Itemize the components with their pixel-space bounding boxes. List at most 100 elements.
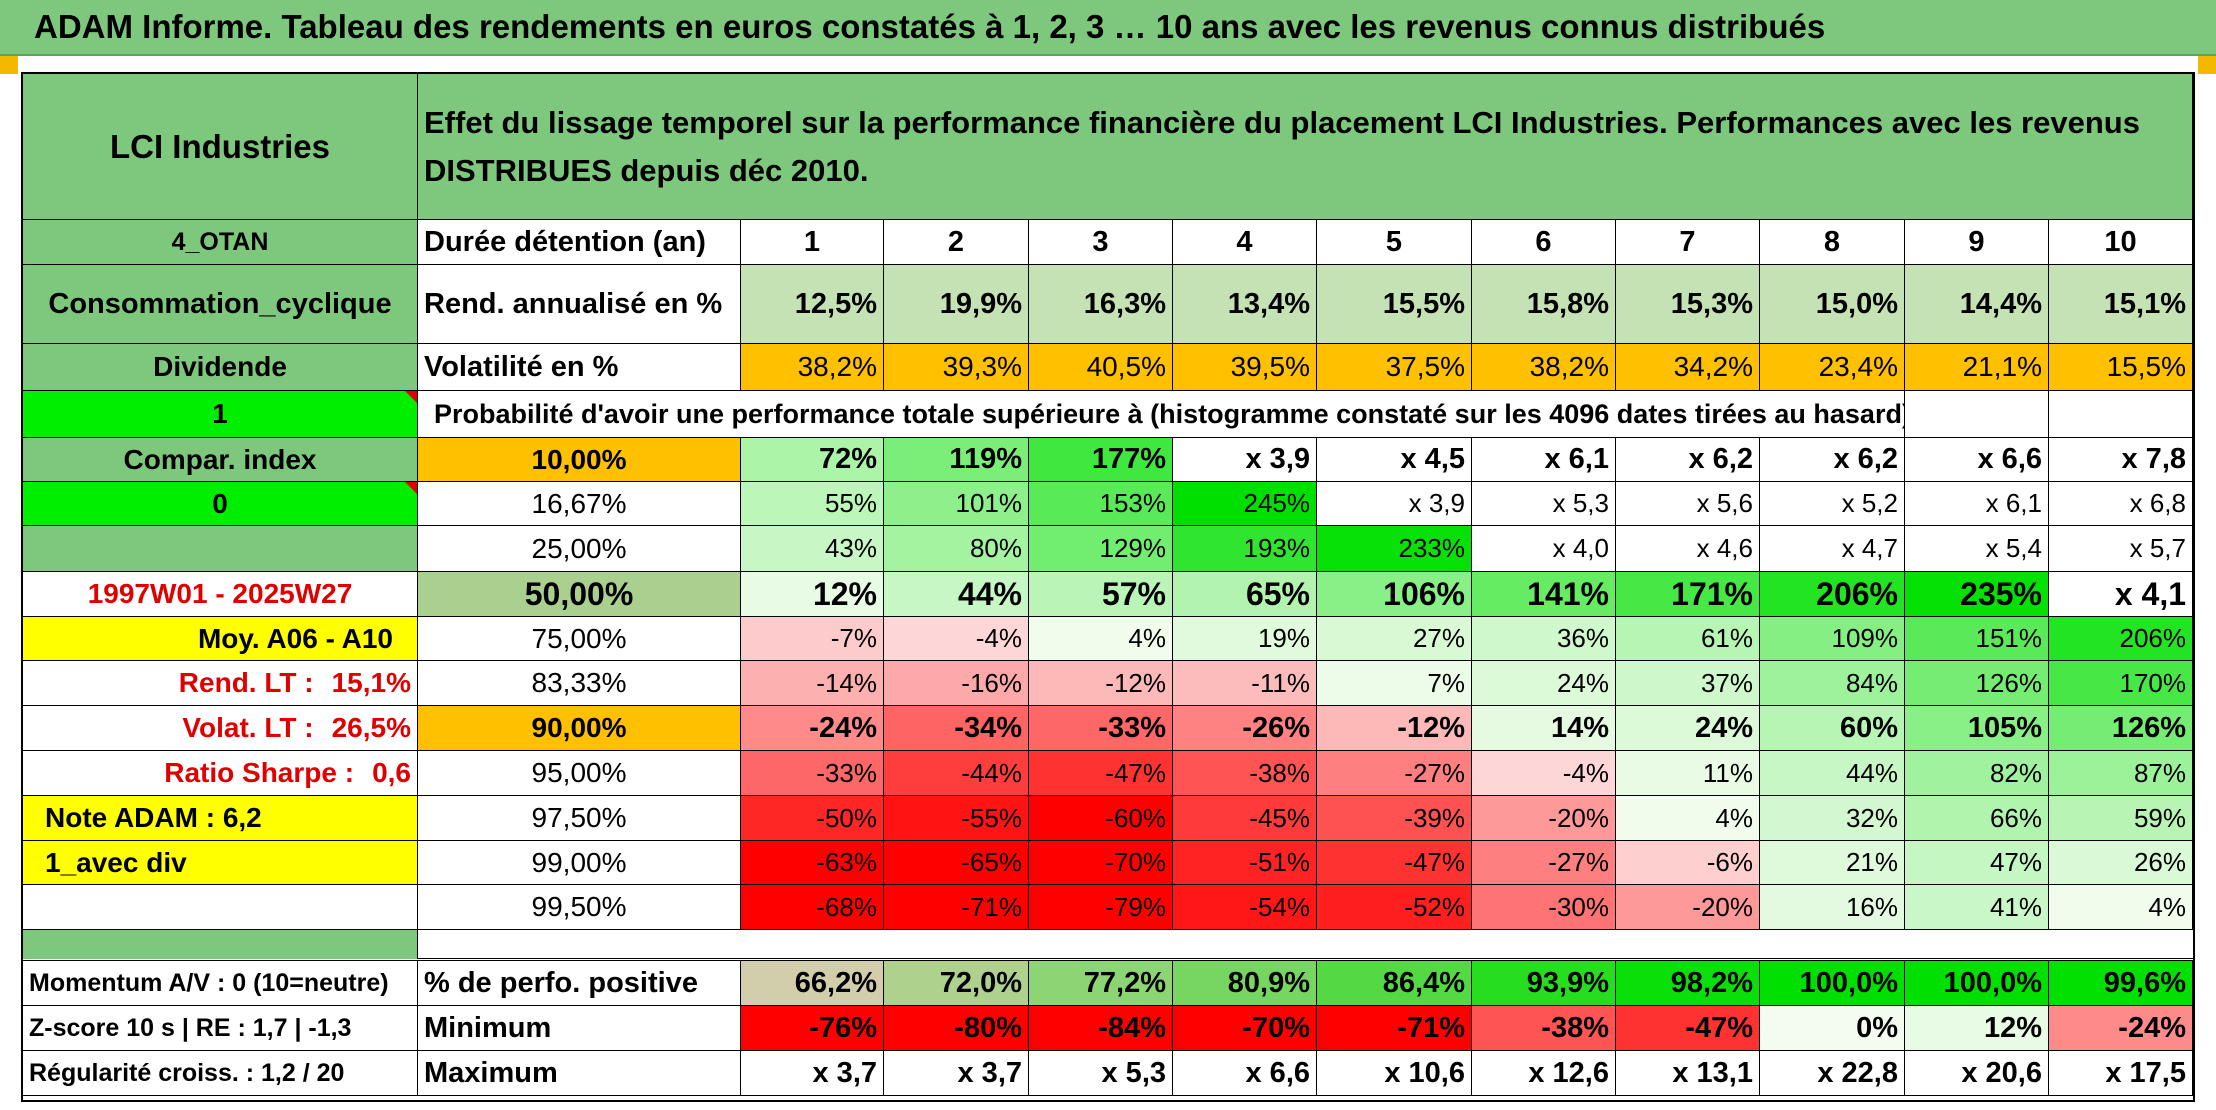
company-name: LCI Industries <box>23 74 418 220</box>
performance-value: x 6,6 <box>1905 438 2049 482</box>
summary-value: 93,9% <box>1472 961 1616 1006</box>
performance-value-text: -11% <box>1251 667 1310 698</box>
year-header-4-text: 4 <box>1236 225 1253 258</box>
performance-value: x 6,8 <box>2049 482 2193 526</box>
performance-value: -44% <box>884 751 1029 796</box>
rend-value-text: 15,1% <box>2103 287 2186 320</box>
performance-value-text: -33% <box>1098 711 1166 744</box>
performance-value: -7% <box>741 617 884 661</box>
summary-value: 0% <box>1760 1006 1905 1051</box>
regularite-info-text: Régularité croiss. : 1,2 / 20 <box>29 1058 345 1087</box>
performance-value: x 4,7 <box>1760 526 1905 572</box>
summary-value: 66,2% <box>741 961 884 1006</box>
summary-value-text: 72,0% <box>939 966 1022 999</box>
performance-value-text: 206% <box>2119 623 2187 653</box>
performance-value-text: 101% <box>955 488 1023 518</box>
performance-value-text: -30% <box>1548 891 1609 922</box>
dividend-mode: 1_avec div <box>23 841 418 885</box>
performance-value: -54% <box>1173 885 1317 930</box>
year-header-7: 7 <box>1616 220 1760 265</box>
performance-value: -30% <box>1472 885 1616 930</box>
year-header-6: 6 <box>1472 220 1616 265</box>
probability-threshold: 99,00% <box>418 841 741 885</box>
performance-value-text: 129% <box>1099 533 1167 563</box>
performance-value-text: 24% <box>1694 711 1753 744</box>
performance-value-text: -20% <box>1548 802 1609 833</box>
performance-value: -4% <box>884 617 1029 661</box>
summary-label-text: % de perfo. positive <box>424 966 698 999</box>
performance-value-text: -34% <box>954 711 1022 744</box>
performance-value: x 3,9 <box>1317 482 1472 526</box>
vol-value-text: 40,5% <box>1086 351 1166 382</box>
performance-value: 24% <box>1616 706 1760 751</box>
period-range-text: 1997W01 - 2025W27 <box>87 578 353 609</box>
summary-value: -71% <box>1317 1006 1472 1051</box>
rend-value-text: 15,3% <box>1670 287 1753 320</box>
performance-value-text: -55% <box>961 802 1022 833</box>
performance-value: 12% <box>741 572 884 617</box>
performance-value-text: x 6,1 <box>1544 443 1610 475</box>
performance-value: 177% <box>1029 438 1173 482</box>
performance-value: 245% <box>1173 482 1317 526</box>
performance-value-text: -79% <box>1105 891 1166 922</box>
rend-label: Rend. annualisé en % <box>418 265 741 344</box>
probability-heading: Probabilité d'avoir une performance tota… <box>418 391 1905 438</box>
performance-value-text: 87% <box>2133 757 2186 788</box>
summary-label-text: Maximum <box>424 1056 558 1089</box>
performance-value: 59% <box>2049 796 2193 841</box>
performance-value: 16% <box>1760 885 1905 930</box>
performance-value: 14% <box>1472 706 1616 751</box>
probability-threshold-text: 25,00% <box>531 532 627 564</box>
summary-value: 98,2% <box>1616 961 1760 1006</box>
vol-value: 39,3% <box>884 344 1029 391</box>
vol-value-text: 15,5% <box>2106 351 2186 382</box>
summary-value-text: 12% <box>1983 1011 2042 1044</box>
performance-value-text: -7% <box>830 623 877 653</box>
performance-value: 4% <box>1616 796 1760 841</box>
performance-value: 101% <box>884 482 1029 526</box>
probability-threshold-text: 99,50% <box>531 891 627 922</box>
average-label: Moy. A06 - A10 <box>23 617 418 661</box>
summary-value-text: -80% <box>954 1011 1022 1044</box>
rend-value: 15,5% <box>1317 265 1472 344</box>
probability-threshold-text: 50,00% <box>524 575 634 612</box>
performance-value-text: -12% <box>1105 667 1166 698</box>
empty-cell <box>1905 391 2049 438</box>
summary-value: -76% <box>741 1006 884 1051</box>
vol-value-text: 34,2% <box>1673 351 1753 382</box>
table-heading: Effet du lissage temporel sur la perform… <box>418 74 2193 220</box>
performance-value: 129% <box>1029 526 1173 572</box>
performance-value-text: 55% <box>824 488 877 518</box>
probability-threshold-text: 16,67% <box>531 487 627 519</box>
regularite-info: Régularité croiss. : 1,2 / 20 <box>23 1051 418 1096</box>
summary-value-text: x 22,8 <box>1817 1056 1898 1089</box>
summary-value: -84% <box>1029 1006 1173 1051</box>
rend-value-text: 12,5% <box>794 287 877 320</box>
performance-value: -63% <box>741 841 884 885</box>
performance-value-text: 4% <box>1128 623 1166 653</box>
spacer-line <box>23 959 2193 961</box>
performance-value: 105% <box>1905 706 2049 751</box>
performance-value-text: 57% <box>1101 575 1166 612</box>
summary-value: 80,9% <box>1173 961 1317 1006</box>
summary-value: x 13,1 <box>1616 1051 1760 1096</box>
performance-value: x 4,1 <box>2049 572 2193 617</box>
performance-value-text: x 5,4 <box>1985 533 2042 563</box>
performance-value-text: 233% <box>1398 533 1466 563</box>
income-type-text: Dividende <box>153 351 287 382</box>
summary-value-text: x 5,3 <box>1101 1056 1167 1089</box>
performance-value-text: x 4,1 <box>2114 575 2186 612</box>
performance-value: 72% <box>741 438 884 482</box>
performance-value-text: 37% <box>1700 667 1753 698</box>
performance-value-text: -71% <box>961 891 1022 922</box>
performance-value: 193% <box>1173 526 1317 572</box>
summary-value-text: -76% <box>809 1011 877 1044</box>
rend-value: 16,3% <box>1029 265 1173 344</box>
summary-label: % de perfo. positive <box>418 961 741 1006</box>
performance-value-text: x 7,8 <box>2121 443 2187 475</box>
summary-value: x 22,8 <box>1760 1051 1905 1096</box>
performance-value-text: 11% <box>1702 757 1753 788</box>
performance-value-text: -51% <box>1249 847 1310 877</box>
income-type: Dividende <box>23 344 418 391</box>
performance-value: -45% <box>1173 796 1317 841</box>
